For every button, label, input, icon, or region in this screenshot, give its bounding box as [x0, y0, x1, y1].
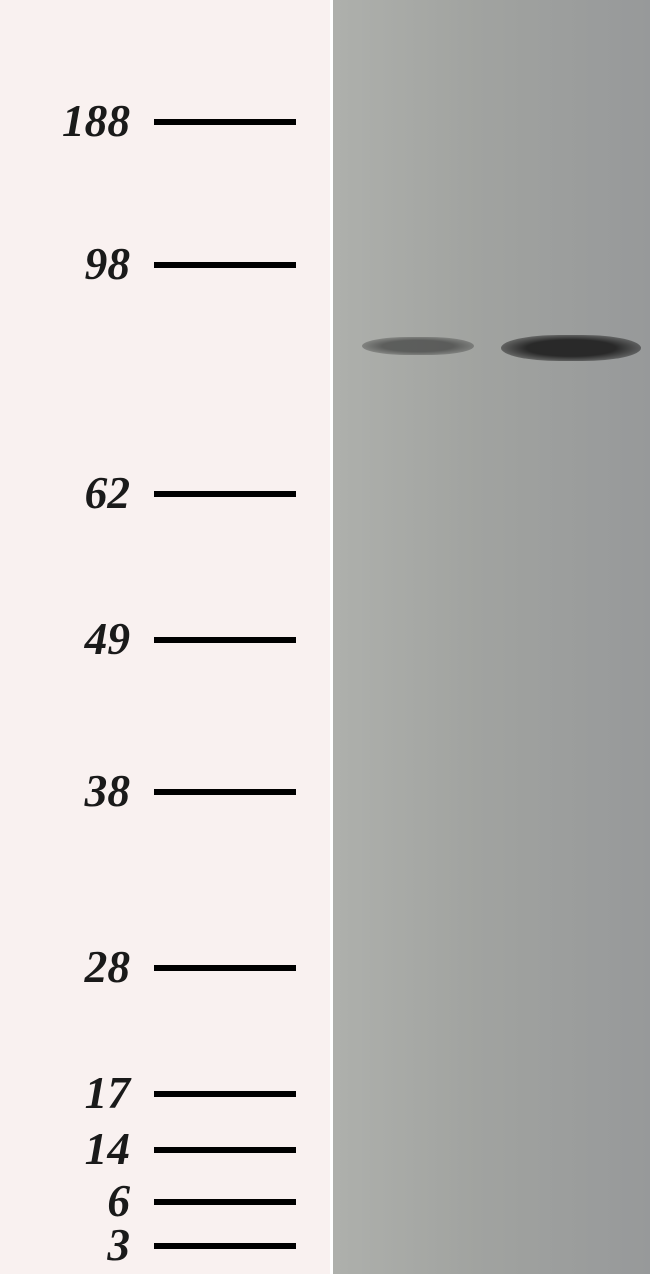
- mw-marker-row: 98: [0, 242, 330, 287]
- mw-label: 14: [0, 1127, 130, 1172]
- mw-tick: [154, 965, 296, 971]
- mw-marker-row: 14: [0, 1127, 330, 1172]
- mw-tick: [154, 1243, 296, 1249]
- blot-membrane-panel: [330, 0, 650, 1274]
- mw-tick: [154, 491, 296, 497]
- mw-label: 17: [0, 1071, 130, 1116]
- mw-tick: [154, 262, 296, 268]
- mw-tick: [154, 119, 296, 125]
- mw-tick: [154, 1091, 296, 1097]
- mw-marker-row: 3: [0, 1223, 330, 1268]
- molecular-weight-ladder-panel: 188 98 62 49 38 28 17 14 63: [0, 0, 330, 1274]
- mw-label: 98: [0, 242, 130, 287]
- protein-band: [501, 335, 641, 361]
- mw-tick: [154, 637, 296, 643]
- mw-marker-row: 28: [0, 945, 330, 990]
- mw-label: 6: [0, 1179, 130, 1224]
- mw-label: 28: [0, 945, 130, 990]
- mw-label: 49: [0, 617, 130, 662]
- mw-label: 3: [0, 1223, 130, 1268]
- mw-tick: [154, 1147, 296, 1153]
- mw-tick: [154, 789, 296, 795]
- mw-marker-row: 62: [0, 471, 330, 516]
- mw-label: 62: [0, 471, 130, 516]
- mw-marker-row: 38: [0, 769, 330, 814]
- mw-label: 38: [0, 769, 130, 814]
- western-blot-figure: 188 98 62 49 38 28 17 14 63: [0, 0, 650, 1274]
- mw-marker-row: 49: [0, 617, 330, 662]
- mw-marker-row: 17: [0, 1071, 330, 1116]
- mw-marker-row: 188: [0, 99, 330, 144]
- mw-marker-row: 6: [0, 1179, 330, 1224]
- protein-band: [362, 337, 474, 355]
- mw-tick: [154, 1199, 296, 1205]
- mw-label: 188: [0, 99, 130, 144]
